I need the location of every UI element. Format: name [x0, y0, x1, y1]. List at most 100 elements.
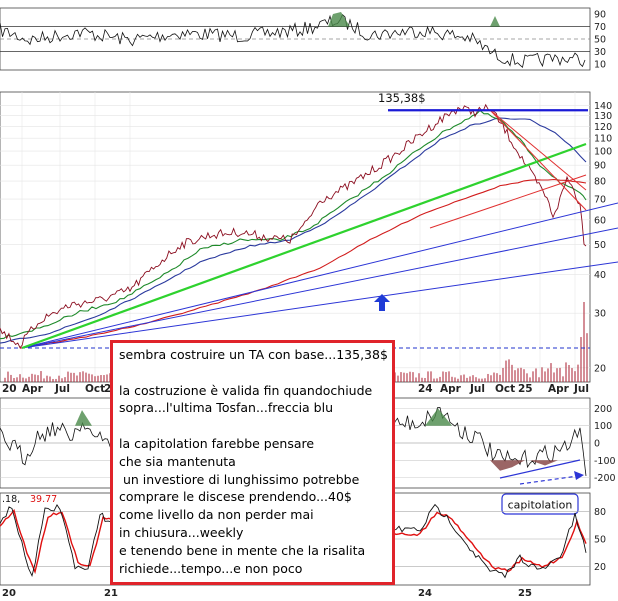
top-overbought-fill	[328, 12, 350, 27]
volume-bar	[433, 378, 435, 382]
volume-bar	[586, 333, 588, 382]
bottom-axis-year-label: 24	[418, 588, 432, 596]
volume-bar	[463, 374, 465, 382]
top-axis-tick-label: 90	[594, 10, 606, 21]
middle-overbought-fill	[75, 410, 92, 426]
volume-bar	[523, 369, 525, 382]
volume-bar	[40, 371, 42, 382]
trendline-blue-1	[21, 202, 618, 349]
price-axis-tick-label: 30	[594, 309, 606, 320]
volume-bar	[544, 371, 546, 382]
price-axis-tick-label: 70	[594, 195, 606, 206]
volume-bar	[424, 377, 426, 382]
volume-bar	[94, 376, 96, 382]
note-line: richiede...tempo...e non poco	[119, 560, 303, 576]
volume-bar	[445, 372, 447, 382]
price-axis-tick-label: 50	[594, 240, 606, 251]
volume-bar	[460, 375, 462, 382]
volume-bar	[517, 368, 519, 382]
volume-bar	[46, 375, 48, 382]
price-axis-tick-label: 60	[594, 215, 606, 226]
trendline-blue-2	[21, 227, 618, 349]
middle-oversold-fill	[490, 460, 525, 471]
middle-axis-tick-label: -200	[594, 473, 616, 484]
volume-bar	[49, 376, 51, 382]
top-axis-tick-label: 30	[594, 47, 606, 58]
capitolation-dashed-arrow	[519, 475, 579, 485]
price-axis-month-label: Jul	[469, 383, 485, 395]
volume-bar	[502, 367, 504, 382]
volume-bar	[427, 371, 429, 382]
volume-bar	[85, 372, 87, 382]
volume-bar	[19, 374, 21, 382]
volume-bar	[481, 378, 483, 382]
capitolation-arrow-head	[574, 471, 584, 480]
note-line: la costruzione è valida fin quandochiude	[119, 382, 373, 398]
volume-bar	[487, 373, 489, 382]
bottom-legend-d: 39.77	[30, 494, 57, 505]
trendline-blue-3	[21, 261, 618, 349]
volume-bar	[529, 377, 531, 382]
volume-bar	[493, 372, 495, 382]
volume-bar	[553, 372, 555, 382]
volume-bar	[430, 371, 432, 382]
volume-bar	[70, 372, 72, 382]
note-line	[119, 417, 386, 435]
volume-bar	[436, 378, 438, 382]
volume-bar	[421, 377, 423, 382]
volume-bar	[562, 376, 564, 382]
trendline-red-2	[489, 109, 587, 211]
volume-bar	[451, 376, 453, 382]
volume-bar	[397, 375, 399, 382]
note-line: un investiore di lunghissimo potrebbe	[119, 471, 360, 487]
volume-bar	[454, 377, 456, 382]
bottom-axis-year-label: 20	[2, 588, 16, 596]
volume-bar	[97, 375, 99, 382]
price-axis-month-label: Oct	[495, 383, 515, 395]
top-axis-tick-label: 10	[594, 59, 606, 70]
top-axis-tick-label: 50	[594, 35, 606, 46]
volume-bar	[400, 372, 402, 382]
price-axis-tick-label: 90	[594, 161, 606, 172]
volume-bar	[415, 377, 417, 382]
bottom-axis-year-label: 21	[104, 588, 118, 596]
note-line: in chiusura...weekly	[119, 524, 244, 540]
volume-bar	[565, 362, 567, 382]
moving-average-mid	[0, 117, 587, 344]
price-axis-tick-label: 100	[594, 147, 612, 158]
bottom-axis-tick-label: 50	[594, 535, 606, 546]
volume-bar	[409, 371, 411, 382]
middle-axis-tick-label: 0	[594, 439, 600, 450]
bottom-axis-tick-label: 20	[594, 562, 606, 573]
bottom-legend-k: .18,	[2, 494, 20, 505]
note-line: e tenendo bene in mente che la risalita	[119, 542, 366, 558]
price-axis-month-label: Apr	[548, 383, 570, 395]
volume-bar	[82, 371, 84, 382]
volume-bar	[22, 377, 24, 382]
volume-bar	[583, 302, 585, 382]
price-axis-month-label: 20	[2, 383, 17, 395]
bottom-axis-year-label: 25	[518, 588, 532, 596]
volume-bar	[472, 375, 474, 382]
volume-bar	[34, 374, 36, 382]
volume-bar	[568, 365, 570, 382]
volume-bar	[418, 373, 420, 382]
volume-bar	[106, 374, 108, 382]
volume-bar	[496, 373, 498, 382]
volume-bar	[526, 373, 528, 382]
price-axis-month-label: 24	[418, 383, 433, 395]
middle-overbought-fill	[425, 408, 452, 426]
note-line: sembra costruire un TA con base...135,38…	[119, 347, 388, 362]
volume-bar	[580, 337, 582, 382]
volume-bar	[100, 375, 102, 382]
volume-bar	[61, 378, 63, 382]
volume-bar	[91, 374, 93, 382]
volume-bar	[88, 373, 90, 382]
volume-bar	[439, 376, 441, 382]
trendline-red-1	[489, 109, 587, 191]
middle-axis-tick-label: -100	[594, 456, 616, 467]
volume-bar	[10, 374, 12, 382]
volume-bar	[448, 371, 450, 382]
volume-bar	[511, 364, 513, 382]
